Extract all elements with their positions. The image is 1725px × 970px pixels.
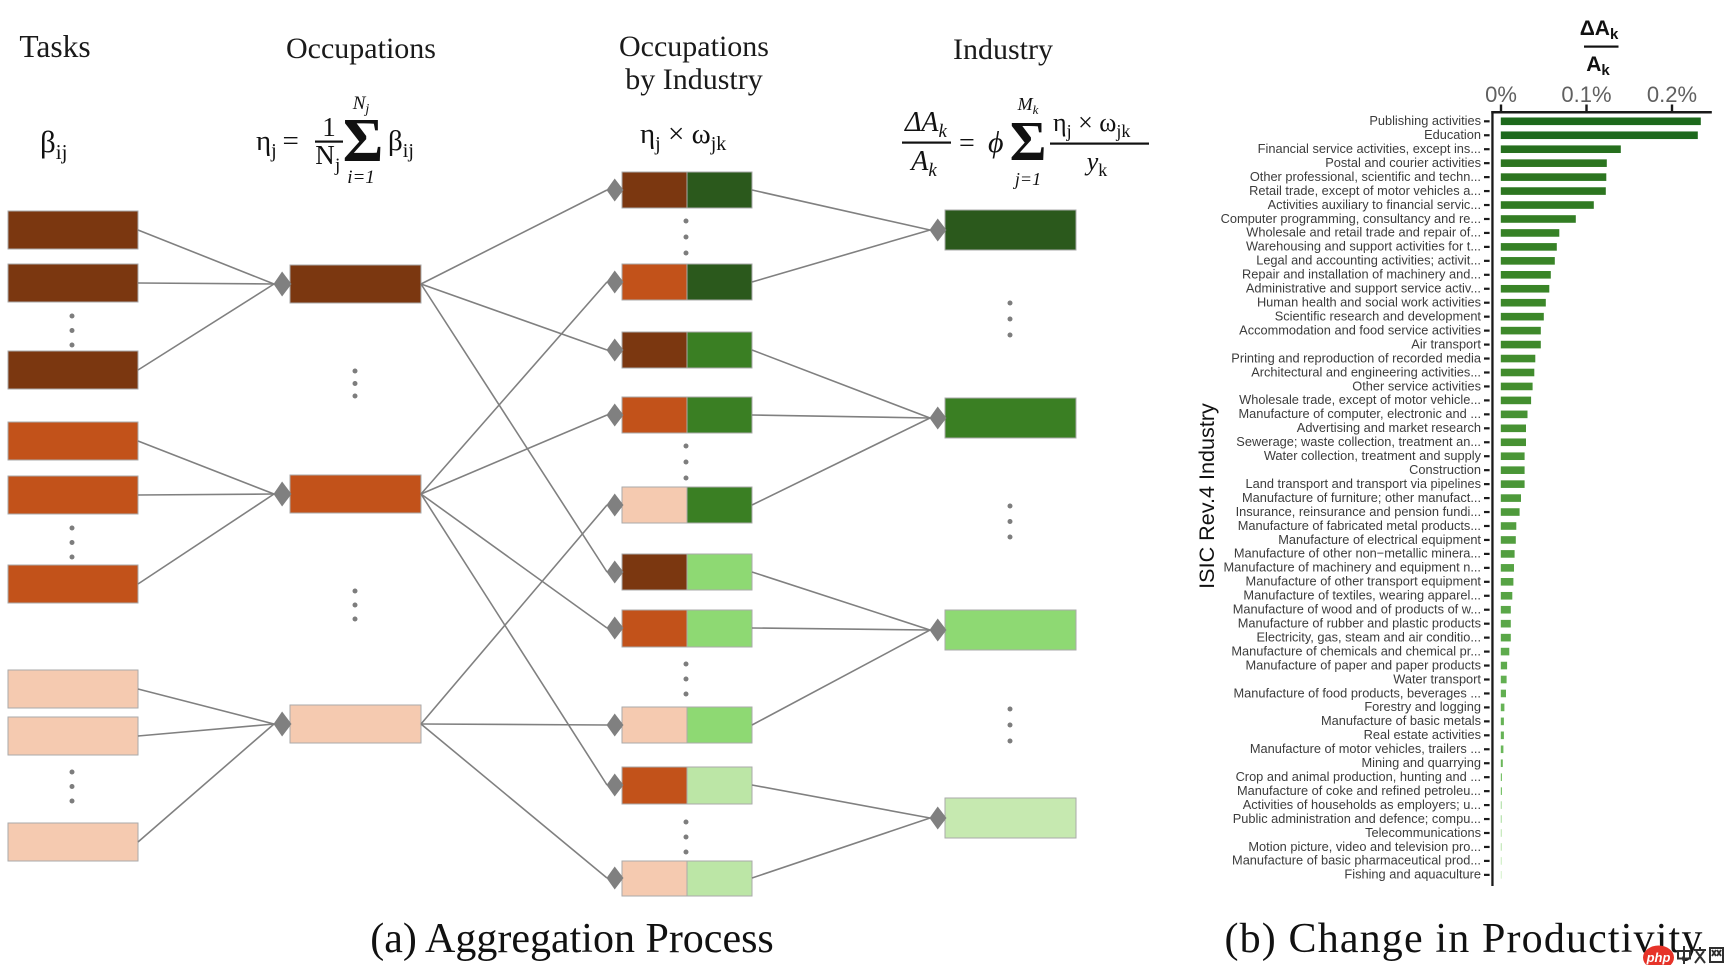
- svg-text:j: j: [334, 155, 340, 176]
- svg-text:Manufacture of basic pharmaceu: Manufacture of basic pharmaceutical prod…: [1232, 853, 1481, 868]
- svg-text:Manufacture of other non−metal: Manufacture of other non−metallic minera…: [1234, 546, 1481, 561]
- svg-text:Sewerage; waste collection, tr: Sewerage; waste collection, treatment an…: [1236, 434, 1481, 449]
- svg-text:Printing and reproduction of r: Printing and reproduction of recorded me…: [1231, 350, 1482, 365]
- svg-text:Other professional, scientific: Other professional, scientific and techn…: [1250, 169, 1481, 184]
- svg-text:Scientific research and develo: Scientific research and development: [1275, 308, 1482, 323]
- svg-text:Architectural and engineering: Architectural and engineering activities…: [1251, 364, 1481, 379]
- svg-text:0.1%: 0.1%: [1561, 82, 1611, 107]
- svg-text:(a) Aggregation Process: (a) Aggregation Process: [370, 916, 774, 962]
- svg-text:Wholesale and retail trade and: Wholesale and retail trade and repair of…: [1246, 225, 1481, 240]
- svg-text:Forestry and logging: Forestry and logging: [1364, 699, 1481, 714]
- svg-text:Human health and social work a: Human health and social work activities: [1257, 295, 1481, 310]
- svg-text:Accommodation and food service: Accommodation and food service activitie…: [1239, 322, 1481, 337]
- svg-text:Manufacture of rubber and plas: Manufacture of rubber and plastic produc…: [1238, 615, 1481, 630]
- svg-text:Crop and animal production, hu: Crop and animal production, hunting and …: [1236, 769, 1481, 784]
- svg-text:j=1: j=1: [1013, 169, 1041, 189]
- svg-text:Construction: Construction: [1409, 462, 1481, 477]
- svg-text:ϕ: ϕ: [988, 126, 1004, 159]
- svg-text:Σ: Σ: [1010, 111, 1047, 173]
- svg-text:Nj: Nj: [352, 93, 370, 117]
- svg-text:Repair and installation of mac: Repair and installation of machinery and…: [1242, 267, 1481, 282]
- svg-text:Water transport: Water transport: [1393, 671, 1481, 686]
- svg-text:Advertising and market researc: Advertising and market research: [1297, 420, 1481, 435]
- svg-text:Education: Education: [1424, 127, 1481, 142]
- svg-text:Manufacture of other transport: Manufacture of other transport equipment: [1246, 574, 1482, 589]
- svg-text:Manufacture of electrical equi: Manufacture of electrical equipment: [1278, 532, 1481, 547]
- svg-text:Air transport: Air transport: [1411, 336, 1481, 351]
- svg-text:1: 1: [322, 112, 336, 142]
- svg-text:Manufacture of chemicals and c: Manufacture of chemicals and chemical pr…: [1231, 643, 1481, 658]
- svg-text:ISIC Rev.4 Industry: ISIC Rev.4 Industry: [1194, 403, 1219, 589]
- svg-text:Activities auxiliary to financ: Activities auxiliary to financial servic…: [1268, 197, 1481, 212]
- svg-text:Real estate activities: Real estate activities: [1364, 727, 1481, 742]
- svg-text:Manufacture of basic metals: Manufacture of basic metals: [1321, 713, 1481, 728]
- svg-text:N: N: [315, 140, 335, 170]
- svg-text:Manufacture of food products,: Manufacture of food products, beverages …: [1233, 685, 1481, 700]
- svg-text:Water collection, treatment an: Water collection, treatment and supply: [1264, 448, 1482, 463]
- svg-text:Manufacture of motor vehicles,: Manufacture of motor vehicles, trailers …: [1250, 741, 1481, 756]
- svg-text:Warehousing and support activi: Warehousing and support activities for t…: [1246, 239, 1481, 254]
- svg-text:Legal and accounting activitie: Legal and accounting activities; activit…: [1256, 253, 1481, 268]
- svg-text:=: =: [959, 128, 975, 159]
- svg-text:(b) Change in Productivity: (b) Change in Productivity: [1224, 916, 1703, 962]
- svg-text:ηj × ωjk: ηj × ωjk: [640, 118, 726, 155]
- svg-text:Publishing activities: Publishing activities: [1369, 113, 1481, 128]
- svg-text:Postal and courier activities: Postal and courier activities: [1325, 155, 1481, 170]
- svg-text:Electricity, gas, steam and ai: Electricity, gas, steam and air conditio…: [1256, 629, 1481, 644]
- svg-text:Manufacture of textiles, weari: Manufacture of textiles, wearing apparel…: [1243, 588, 1481, 603]
- svg-text:Other service activities: Other service activities: [1352, 378, 1481, 393]
- svg-text:Financial service activities,: Financial service activities, except ins…: [1258, 141, 1481, 156]
- svg-text:Manufacture of wood and of pro: Manufacture of wood and of products of w…: [1233, 602, 1481, 617]
- svg-text:0%: 0%: [1485, 82, 1517, 107]
- svg-text:Administrative and support ser: Administrative and support service activ…: [1246, 281, 1481, 296]
- svg-text:Manufacture of computer, elect: Manufacture of computer, electronic and …: [1238, 406, 1481, 421]
- svg-text:Activities of households as em: Activities of households as employers; u…: [1243, 797, 1481, 812]
- svg-text:ΔAk: ΔAk: [904, 107, 948, 142]
- svg-text:Motion picture, video and tele: Motion picture, video and television pro…: [1248, 839, 1481, 854]
- svg-text:by Industry: by Industry: [625, 63, 763, 96]
- svg-text:i=1: i=1: [347, 167, 375, 188]
- svg-text:Manufacture of coke and refine: Manufacture of coke and refined petroleu…: [1237, 783, 1481, 798]
- svg-text:ηj =: ηj =: [256, 125, 299, 162]
- svg-text:Land transport and transport v: Land transport and transport via pipelin…: [1246, 476, 1481, 491]
- svg-text:Public administration and defe: Public administration and defence; compu…: [1233, 811, 1481, 826]
- svg-text:Retail trade, except of motor: Retail trade, except of motor vehicles a…: [1249, 183, 1481, 198]
- svg-text:Manufacture of furniture; othe: Manufacture of furniture; other manufact…: [1242, 490, 1481, 505]
- svg-text:Manufacture of paper and paper: Manufacture of paper and paper products: [1246, 657, 1481, 672]
- svg-text:0.2%: 0.2%: [1647, 82, 1697, 107]
- svg-text:php: php: [1646, 950, 1671, 965]
- svg-text:Mining and quarrying: Mining and quarrying: [1361, 755, 1481, 770]
- svg-text:Occupations: Occupations: [286, 32, 436, 65]
- svg-text:Tasks: Tasks: [19, 29, 90, 64]
- svg-text:Insurance, reinsurance and pen: Insurance, reinsurance and pension fundi…: [1236, 504, 1481, 519]
- svg-text:Industry: Industry: [953, 33, 1053, 66]
- svg-text:Telecommunications: Telecommunications: [1365, 825, 1481, 840]
- svg-text:Wholesale trade, except of mot: Wholesale trade, except of motor vehicle…: [1239, 392, 1481, 407]
- svg-text:Σ: Σ: [343, 107, 384, 175]
- svg-text:Occupations: Occupations: [619, 30, 769, 63]
- svg-text:Manufacture of fabricated meta: Manufacture of fabricated metal products…: [1238, 518, 1481, 533]
- svg-text:Computer programming, consulta: Computer programming, consultancy and re…: [1221, 211, 1481, 226]
- svg-text:Fishing and aquaculture: Fishing and aquaculture: [1344, 867, 1481, 882]
- svg-text:Manufacture of machinery and e: Manufacture of machinery and equipment n…: [1223, 560, 1481, 575]
